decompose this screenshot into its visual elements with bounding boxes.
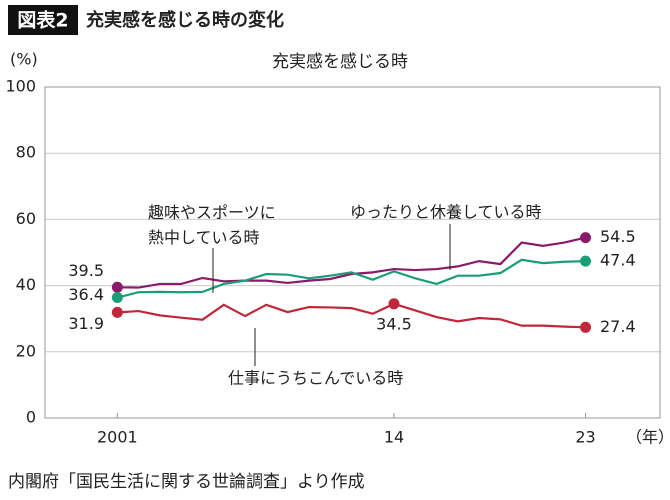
x-tick-label: 14: [384, 428, 404, 447]
y-tick-label: 40: [16, 275, 36, 294]
point-marker: [111, 281, 123, 293]
chart-title: 充実感を感じる時: [272, 52, 408, 72]
value-label: 54.5: [600, 227, 636, 246]
y-tick-label: 60: [16, 209, 36, 228]
series-line: [117, 258, 586, 299]
y-tick-label: 100: [5, 77, 36, 96]
value-label: 34.5: [376, 314, 412, 333]
y-tick-label: 20: [16, 341, 36, 360]
value-label: 36.4: [68, 285, 104, 304]
header-label: 図表2: [17, 9, 68, 32]
source-note: 内閣府「国民生活に関する世論調査」より作成: [8, 472, 365, 492]
value-label: 27.4: [600, 317, 636, 336]
point-marker: [388, 298, 400, 310]
point-marker: [111, 292, 123, 304]
x-axis-label: （年）: [626, 428, 670, 447]
value-label: 47.4: [600, 251, 636, 270]
point-marker: [580, 232, 592, 244]
series-label: 趣味やスポーツに熱中している時: [148, 203, 276, 247]
x-tick-label: 2001: [97, 428, 138, 447]
series-line: [117, 302, 586, 329]
y-tick-label: 0: [26, 408, 36, 427]
y-tick-label: 80: [16, 143, 36, 162]
x-tick-label: 23: [575, 428, 595, 447]
point-marker: [111, 306, 123, 318]
series-label: ゆったりと休養している時: [350, 203, 542, 222]
header-badge: [8, 5, 78, 35]
series-label: 仕事にうちこんでいる時: [228, 369, 403, 388]
value-label: 39.5: [68, 261, 104, 280]
y-axis-label: (%): [10, 50, 38, 69]
value-label: 31.9: [68, 314, 104, 333]
point-marker: [580, 255, 592, 267]
series-line: [117, 236, 586, 289]
plot-frame: [44, 86, 661, 419]
point-marker: [580, 321, 592, 333]
header-title: 充実感を感じる時の変化: [86, 9, 284, 31]
